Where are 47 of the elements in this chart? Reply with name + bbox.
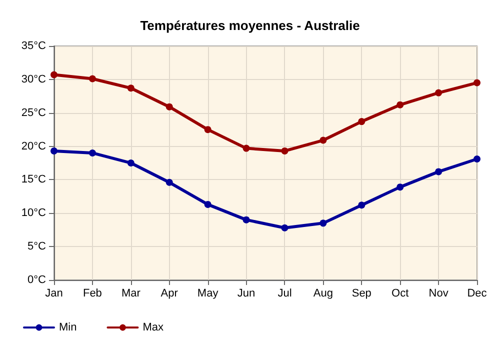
point <box>396 101 404 108</box>
point <box>88 75 96 82</box>
x-tick-label: May <box>197 288 219 300</box>
point <box>435 89 442 96</box>
point <box>396 184 404 191</box>
x-tick-label: Oct <box>392 288 409 300</box>
point <box>127 84 134 92</box>
y-tick-label: 25°C <box>21 106 46 119</box>
point <box>127 160 134 166</box>
point <box>88 149 96 156</box>
x-tick-label: Mar <box>121 288 141 300</box>
x-tick-label: Jul <box>278 288 292 300</box>
y-tick-label: 15°C <box>21 174 46 186</box>
y-tick-label: 10°C <box>21 207 46 220</box>
y-tick-label: 35°C <box>21 40 46 52</box>
x-tick-label: Sep <box>352 288 372 300</box>
point <box>435 168 442 176</box>
point <box>242 144 250 152</box>
point <box>358 202 366 209</box>
y-tick-label: 30°C <box>21 73 46 86</box>
point <box>358 118 366 126</box>
chart-title: Températures moyennes - Australie <box>140 18 360 33</box>
y-tick-label: 5°C <box>28 240 46 253</box>
legend-label: Max <box>142 322 164 334</box>
legend-label: Min <box>59 322 77 334</box>
point <box>281 224 288 232</box>
point <box>320 136 327 144</box>
x-tick-label: Jun <box>237 288 256 300</box>
point <box>50 147 58 154</box>
point <box>474 155 480 162</box>
point <box>281 147 288 154</box>
point <box>166 178 173 186</box>
point <box>474 79 480 86</box>
y-tick-label: 0°C <box>28 274 46 286</box>
y-tick-label: 20°C <box>21 140 46 152</box>
point <box>204 126 212 134</box>
x-tick-label: Dec <box>467 288 488 300</box>
point <box>204 200 212 208</box>
point <box>50 71 58 78</box>
x-tick-label: Feb <box>82 288 102 300</box>
point <box>242 216 250 224</box>
x-tick-label: Apr <box>160 288 178 300</box>
x-tick-label: Aug <box>313 288 333 300</box>
point <box>320 220 327 227</box>
x-tick-label: Jan <box>45 288 63 300</box>
x-tick-label: Nov <box>428 288 449 300</box>
point <box>166 103 173 110</box>
